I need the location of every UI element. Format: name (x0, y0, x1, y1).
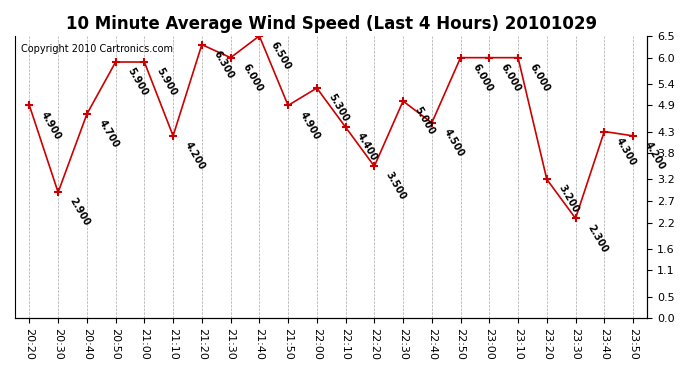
Text: 5.300: 5.300 (326, 92, 351, 124)
Text: 4.900: 4.900 (298, 110, 322, 141)
Text: Copyright 2010 Cartronics.com: Copyright 2010 Cartronics.com (21, 44, 173, 54)
Text: 2.300: 2.300 (585, 222, 609, 254)
Text: 4.400: 4.400 (355, 131, 380, 163)
Text: 2.900: 2.900 (68, 196, 92, 228)
Text: 6.300: 6.300 (212, 49, 235, 80)
Text: 4.200: 4.200 (183, 140, 207, 172)
Text: 3.200: 3.200 (557, 183, 580, 215)
Text: 5.000: 5.000 (413, 105, 437, 137)
Text: 4.300: 4.300 (614, 136, 638, 167)
Title: 10 Minute Average Wind Speed (Last 4 Hours) 20101029: 10 Minute Average Wind Speed (Last 4 Hou… (66, 15, 597, 33)
Text: 6.000: 6.000 (528, 62, 552, 93)
Text: 6.500: 6.500 (269, 40, 293, 72)
Text: 6.000: 6.000 (240, 62, 264, 93)
Text: 5.900: 5.900 (126, 66, 149, 98)
Text: 5.900: 5.900 (154, 66, 178, 98)
Text: 4.500: 4.500 (442, 127, 466, 159)
Text: 6.000: 6.000 (499, 62, 523, 93)
Text: 4.700: 4.700 (97, 118, 121, 150)
Text: 4.200: 4.200 (643, 140, 667, 172)
Text: 3.500: 3.500 (384, 170, 408, 202)
Text: 6.000: 6.000 (471, 62, 494, 93)
Text: 4.900: 4.900 (39, 110, 63, 141)
